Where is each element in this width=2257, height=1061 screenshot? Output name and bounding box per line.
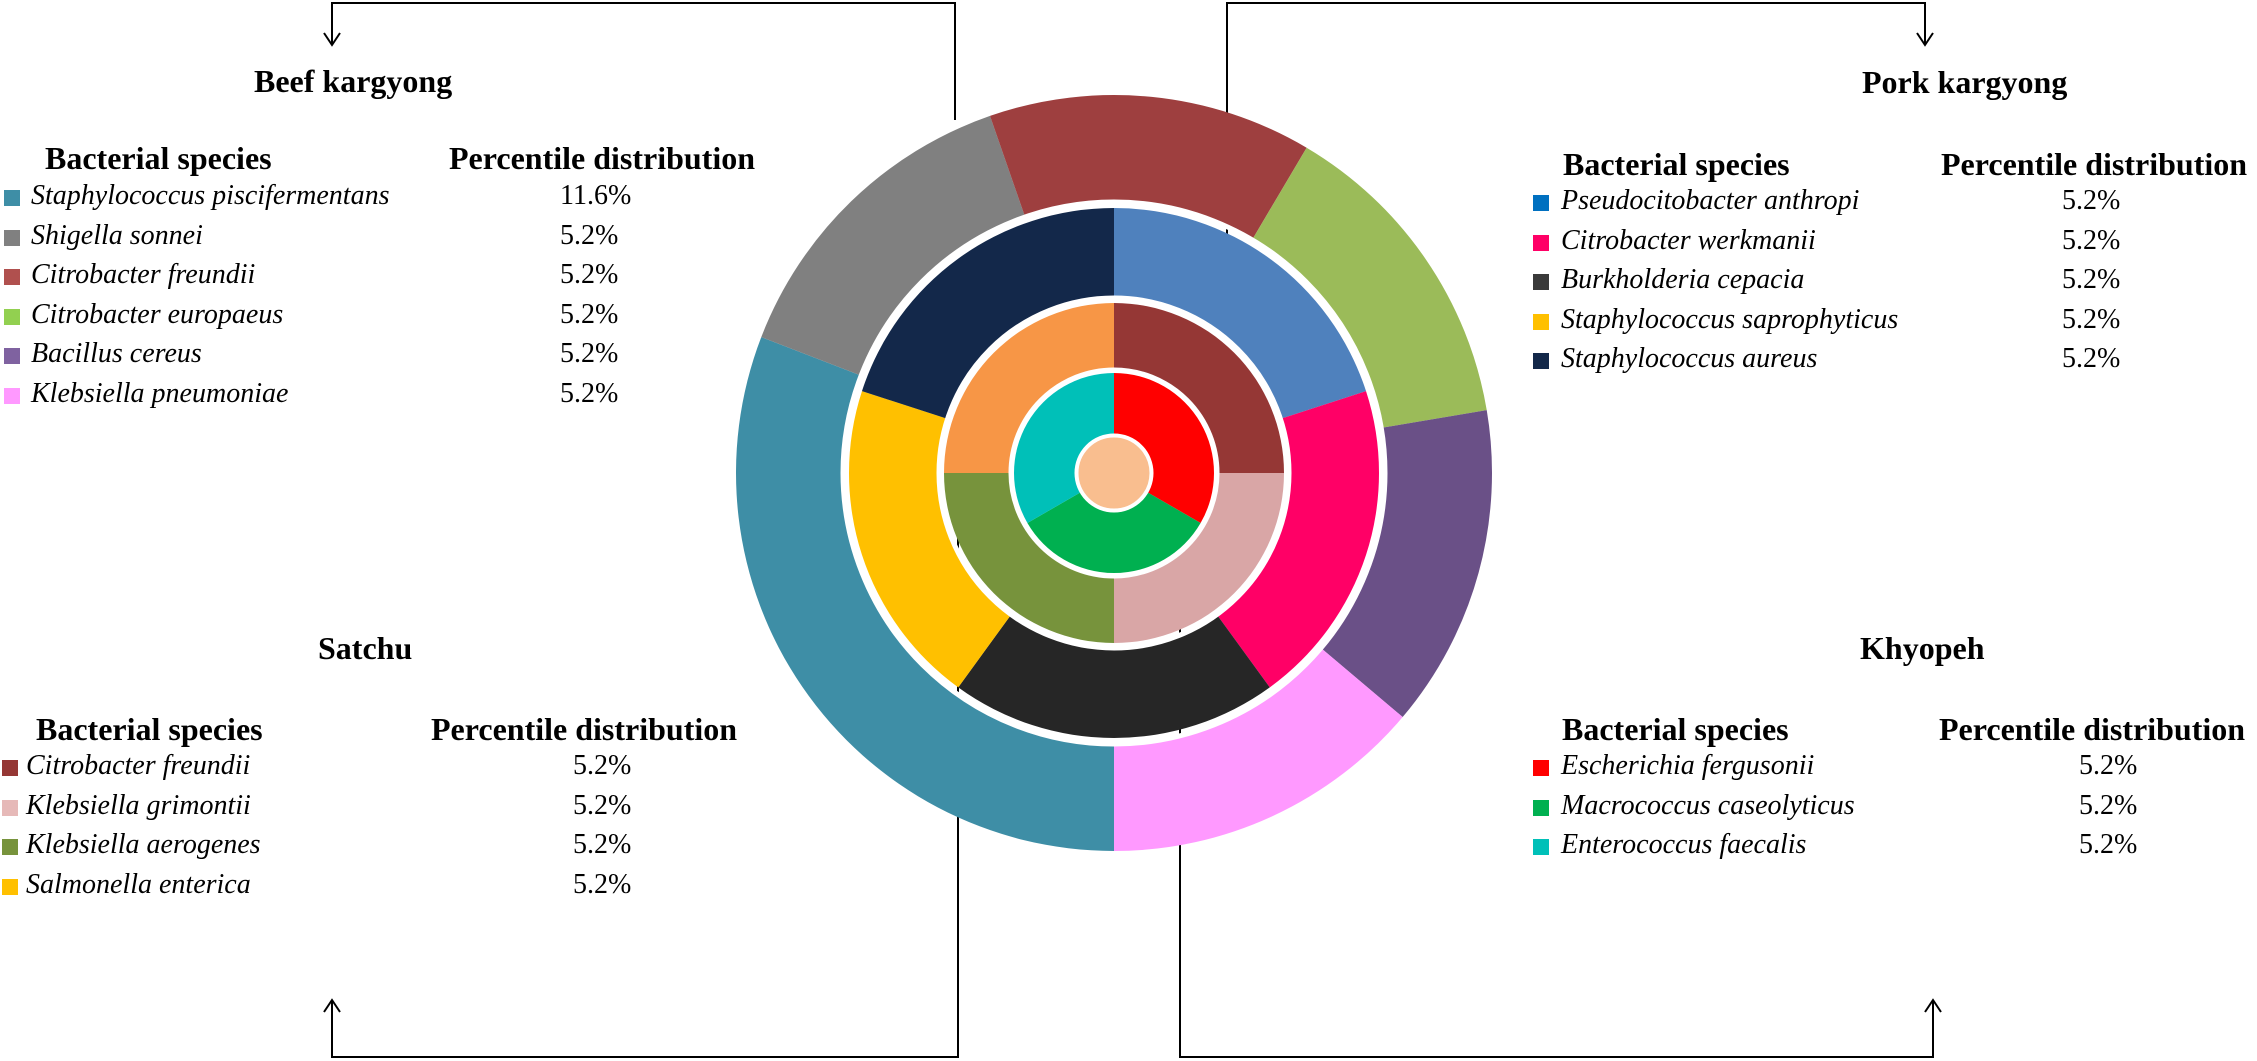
legend-species-name: Staphylococcus aureus <box>1561 343 1818 375</box>
legend-swatch <box>4 229 20 246</box>
legend-swatch <box>1533 313 1549 330</box>
legend-species-name: Citrobacter freundii <box>26 750 251 781</box>
donut-slice <box>849 391 1012 688</box>
ring-separator <box>936 295 1292 651</box>
donut-slice <box>1014 373 1114 523</box>
ring-satchu <box>944 303 1284 643</box>
legend-percent-value: 5.2% <box>560 378 619 409</box>
legend-percent-value: 5.2% <box>2062 224 2121 256</box>
legend-species-name: Klebsiella grimontii <box>26 789 251 821</box>
ring-khyopeh <box>1014 373 1215 573</box>
beef-connector <box>331 2 956 120</box>
donut-slice <box>1114 303 1284 473</box>
column-header-species: Bacterial species <box>1562 711 1789 747</box>
legend-species-name: Citrobacter freundii <box>31 259 256 291</box>
legend-title: Beef kargyong <box>254 63 453 99</box>
donut-slice <box>944 303 1114 473</box>
legend-percent-value: 11.6% <box>560 180 632 211</box>
legend-percent-value: 5.2% <box>560 338 619 370</box>
legend-species-name: Klebsiella aerogenes <box>26 829 261 861</box>
legend-percent-value: 5.2% <box>573 868 632 900</box>
column-header-percent: Percentile distribution <box>1941 146 2248 182</box>
donut-slice <box>1216 391 1379 688</box>
beef-arrowhead <box>323 32 341 47</box>
legend-percent-value: 5.2% <box>2079 829 2138 861</box>
legend-swatch <box>2 839 18 856</box>
legend-percent-value: 5.2% <box>573 789 632 821</box>
donut-slice <box>1320 410 1492 718</box>
legend-species-name: Staphylococcus saprophyticus <box>1561 303 1899 335</box>
legend-swatch <box>4 308 20 325</box>
donut-slice <box>1027 491 1201 573</box>
ring-beef-kargyong <box>735 95 1492 851</box>
legend-percent-value: 5.2% <box>2079 750 2138 781</box>
pork-arrowhead <box>1916 32 1934 47</box>
legend-percent-value: 5.2% <box>560 259 619 291</box>
legend-species-name: Burkholderia cepacia <box>1561 264 1805 296</box>
legend-species-name: Enterococcus faecalis <box>1561 829 1807 861</box>
legend-percent-value: 5.2% <box>2062 185 2121 216</box>
legend-swatch <box>1533 195 1549 211</box>
legend-swatch <box>2 760 18 776</box>
legend-species-name: Escherichia fergusonii <box>1561 750 1815 781</box>
legend-title: Khyopeh <box>1860 630 1985 666</box>
column-header-percent: Percentile distribution <box>449 140 756 176</box>
legend-percent-value: 5.2% <box>2062 303 2121 335</box>
legend-percent-value: 5.2% <box>560 298 619 330</box>
column-header-percent: Percentile distribution <box>1939 711 2246 747</box>
legend-title: Satchu <box>318 630 413 666</box>
legend-swatch <box>1533 760 1549 776</box>
donut-center <box>1075 434 1153 512</box>
donut-slice <box>1114 473 1284 643</box>
legend-swatch <box>2 799 18 816</box>
legend-swatch <box>1533 234 1549 251</box>
legend-percent-value: 5.2% <box>2079 789 2138 821</box>
column-header-species: Bacterial species <box>36 711 263 747</box>
ring-separator <box>1008 367 1220 579</box>
legend-species-name: Shigella sonnei <box>31 219 203 251</box>
legend-swatch <box>1533 799 1549 816</box>
legend-species-name: Salmonella enterica <box>26 868 251 900</box>
donut-slice <box>944 473 1114 643</box>
donut-slice <box>735 337 1114 851</box>
legend-swatch <box>4 269 20 286</box>
donut-slice <box>861 208 1114 419</box>
column-header-percent: Percentile distribution <box>431 711 738 747</box>
legend-species-name: Staphylococcus piscifermentans <box>31 180 390 211</box>
legend-percent-value: 5.2% <box>2062 343 2121 375</box>
legend-percent-value: 5.2% <box>573 829 632 861</box>
legend-species-name: Bacillus cereus <box>31 338 202 370</box>
column-header-species: Bacterial species <box>45 140 272 176</box>
legend-percent-value: 5.2% <box>573 750 632 781</box>
legend-species-name: Pseudocitobacter anthropi <box>1561 185 1860 216</box>
legend-percent-value: 5.2% <box>2062 264 2121 296</box>
legend-swatch <box>4 348 20 365</box>
donut-slice <box>1114 647 1403 851</box>
ring-pork-kargyong <box>849 208 1379 739</box>
khyopeh-arrowhead <box>1924 998 1942 1013</box>
legend-swatch <box>2 878 18 895</box>
legend-species-name: Citrobacter europaeus <box>31 298 284 330</box>
legend-species-name: Citrobacter werkmanii <box>1561 224 1816 256</box>
legend-swatch <box>1533 353 1549 370</box>
legend-swatch <box>1533 274 1549 291</box>
donut-slice <box>958 614 1270 739</box>
column-header-species: Bacterial species <box>1563 146 1790 182</box>
donut-slice <box>761 115 1026 376</box>
legend-species-name: Macrococcus caseolyticus <box>1561 789 1855 821</box>
legend-swatch <box>1533 839 1549 856</box>
donut-slice <box>1252 147 1487 428</box>
donut-slice <box>1114 208 1367 419</box>
legend-swatch <box>4 190 20 206</box>
legend-species-name: Klebsiella pneumoniae <box>31 378 289 409</box>
legend-title: Pork kargyong <box>1862 64 2068 100</box>
ring-separator <box>840 199 1388 747</box>
legend-swatch <box>4 388 20 404</box>
legend-percent-value: 5.2% <box>560 219 619 251</box>
satchu-arrowhead <box>323 998 341 1013</box>
donut-slice <box>1114 373 1215 523</box>
